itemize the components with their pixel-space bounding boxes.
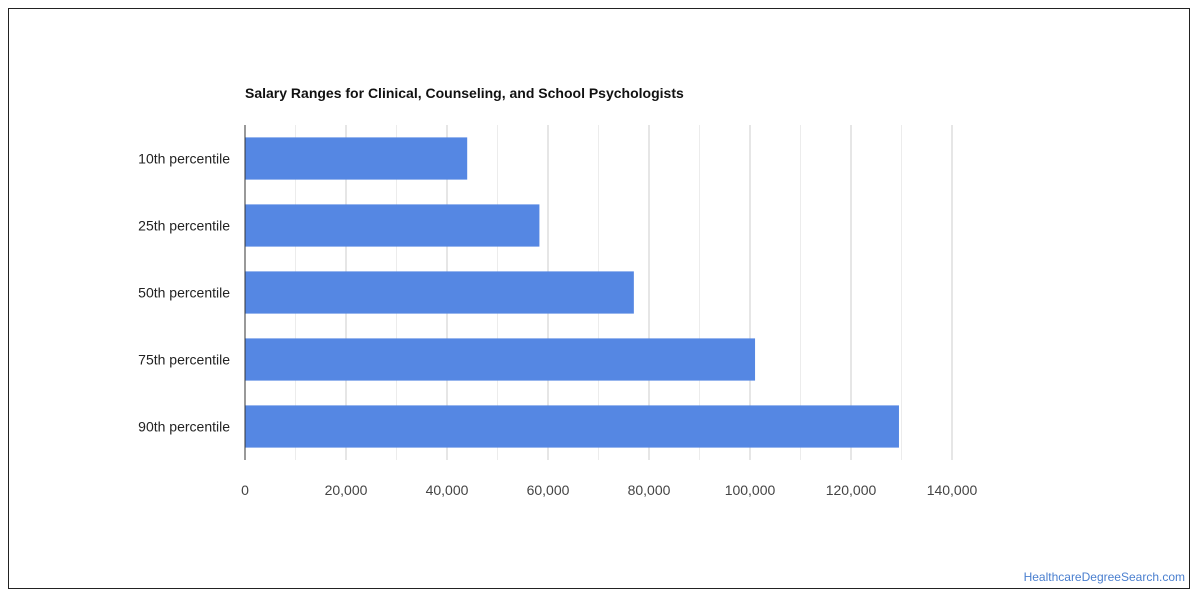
chart-title: Salary Ranges for Clinical, Counseling, … [245,85,684,101]
category-label: 75th percentile [138,352,230,368]
x-tick-label: 120,000 [826,482,877,498]
bar [245,405,899,448]
category-label: 50th percentile [138,285,230,301]
bar [245,338,756,381]
bar [245,137,468,180]
source-watermark[interactable]: HealthcareDegreeSearch.com [1023,570,1185,584]
x-tick-label: 20,000 [325,482,368,498]
bar [245,204,540,247]
x-tick-label: 60,000 [527,482,570,498]
category-label: 10th percentile [138,151,230,167]
x-tick-label: 40,000 [426,482,469,498]
x-tick-label: 140,000 [927,482,978,498]
category-label: 25th percentile [138,218,230,234]
bar [245,271,634,314]
x-tick-label: 100,000 [725,482,776,498]
x-tick-label: 80,000 [628,482,671,498]
category-label: 90th percentile [138,419,230,435]
x-tick-label: 0 [241,482,249,498]
